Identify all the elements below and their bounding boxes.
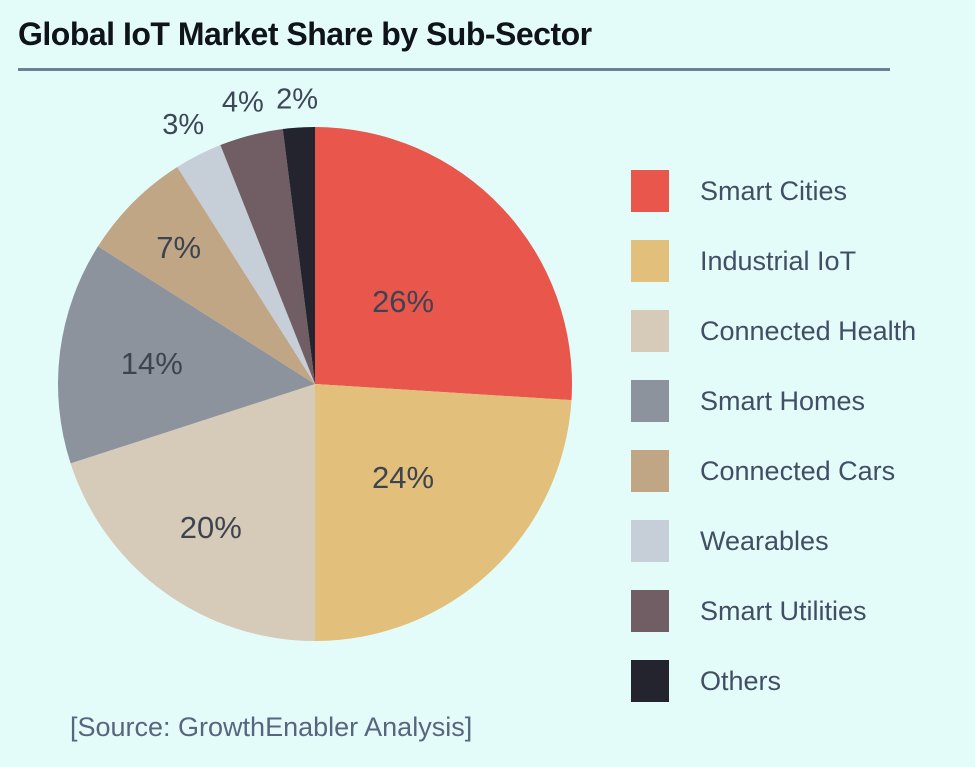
legend-label: Others xyxy=(700,665,782,696)
pie-slice-smart-homes xyxy=(58,246,315,464)
legend-item-industrial-iot: Industrial IoT xyxy=(631,240,916,282)
pie-label-others: 2% xyxy=(276,83,318,115)
legend-swatch-smart-utilities xyxy=(631,590,669,632)
pie-slice-connected-health xyxy=(70,384,315,641)
legend-swatch-smart-homes xyxy=(631,380,669,422)
legend-swatch-smart-cities xyxy=(631,170,669,212)
legend-label: Connected Cars xyxy=(700,455,896,486)
title-divider xyxy=(18,68,890,71)
legend-item-others: Others xyxy=(631,660,916,702)
legend-item-connected-health: Connected Health xyxy=(631,310,916,352)
page-title: Global IoT Market Share by Sub-Sector xyxy=(18,16,592,52)
pie-slice-industrial-iot xyxy=(315,384,572,641)
pie-label-connected-cars: 7% xyxy=(156,230,201,265)
legend-item-smart-homes: Smart Homes xyxy=(631,380,916,422)
legend-swatch-connected-cars xyxy=(631,450,669,492)
source-note: [Source: GrowthEnabler Analysis] xyxy=(70,712,473,742)
legend-item-wearables: Wearables xyxy=(631,520,916,562)
pie-label-connected-health: 20% xyxy=(180,510,242,545)
legend-swatch-connected-health xyxy=(631,310,669,352)
legend-label: Industrial IoT xyxy=(700,245,857,276)
legend-item-smart-utilities: Smart Utilities xyxy=(631,590,916,632)
pie-label-smart-homes: 14% xyxy=(121,346,183,381)
pie-label-wearables: 3% xyxy=(162,109,204,141)
pie-label-smart-cities: 26% xyxy=(372,284,434,319)
pie-slice-others xyxy=(282,127,315,384)
chart-legend: Smart Cities Industrial IoT Connected Heal… xyxy=(631,170,916,730)
pie-label-industrial-iot: 24% xyxy=(372,460,434,495)
pie-slice-smart-utilities xyxy=(220,129,315,384)
legend-label: Smart Homes xyxy=(700,385,866,416)
pie-label-smart-utilities: 4% xyxy=(222,87,264,119)
legend-label: Wearables xyxy=(700,525,829,556)
legend-label: Smart Cities xyxy=(700,175,848,206)
legend-swatch-wearables xyxy=(631,520,669,562)
pie-slice-wearables xyxy=(177,145,315,384)
pie-slice-connected-cars xyxy=(98,167,315,384)
pie-slice-smart-cities xyxy=(315,127,572,401)
legend-label: Smart Utilities xyxy=(700,595,867,626)
legend-label: Connected Health xyxy=(700,315,917,346)
legend-item-connected-cars: Connected Cars xyxy=(631,450,916,492)
legend-swatch-others xyxy=(631,660,669,702)
legend-swatch-industrial-iot xyxy=(631,240,669,282)
legend-item-smart-cities: Smart Cities xyxy=(631,170,916,212)
